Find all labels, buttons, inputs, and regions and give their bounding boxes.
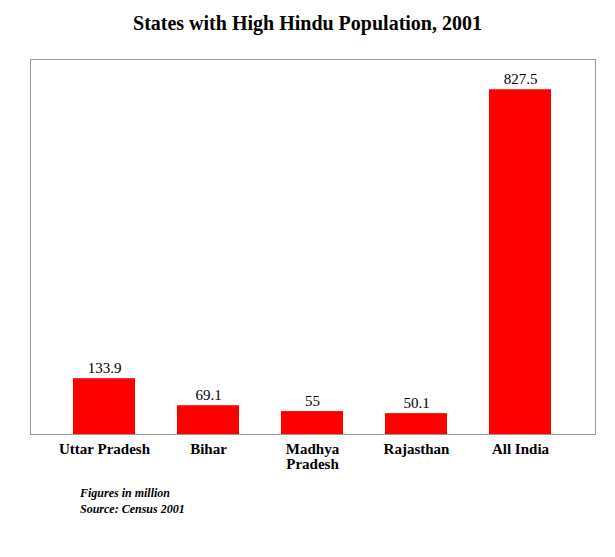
svg-text:MadhyaPradesh: MadhyaPradesh xyxy=(286,441,340,472)
svg-text:All India: All India xyxy=(492,441,550,457)
svg-text:133.9: 133.9 xyxy=(88,360,122,376)
svg-text:Bihar: Bihar xyxy=(190,441,227,457)
html-text:States with High Hindu Populat: States with High Hindu Population, 2001 xyxy=(133,12,482,34)
html-text:Figures in million: Figures in million xyxy=(80,486,170,500)
svg-text:55: 55 xyxy=(305,393,320,409)
html-text:Source: Census 2001: Source: Census 2001 xyxy=(80,501,185,516)
svg-text:69.1: 69.1 xyxy=(195,387,221,403)
svg-text:50.1: 50.1 xyxy=(403,395,429,411)
svg-text:Rajasthan: Rajasthan xyxy=(384,441,451,457)
svg-text:827.5: 827.5 xyxy=(504,71,538,87)
svg-text:Uttar Pradesh: Uttar Pradesh xyxy=(59,441,151,457)
